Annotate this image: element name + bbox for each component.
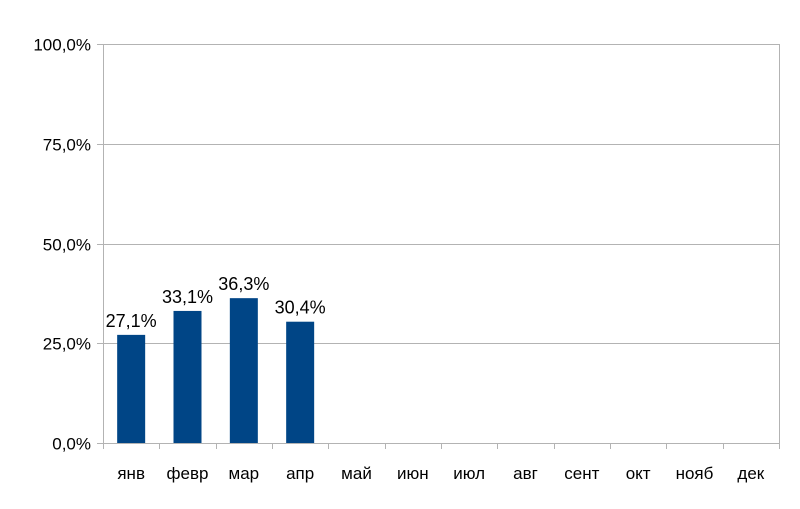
y-tick-label: 50,0% — [43, 236, 91, 255]
x-tick-label: июн — [397, 464, 429, 483]
axes — [103, 44, 780, 449]
x-tick-label: май — [341, 464, 372, 483]
y-tick-label: 25,0% — [43, 335, 91, 354]
x-tick-label: окт — [626, 464, 651, 483]
data-labels: 27,1%33,1%36,3% 30,4% — [106, 274, 326, 331]
data-label: 33,1% — [162, 287, 213, 307]
y-tick-label: 0,0% — [52, 435, 91, 454]
x-tick-labels: янв февр мар апр май июн июл авг сент окт нояб дек — [117, 464, 764, 483]
bar — [286, 321, 315, 443]
y-tick-label: 100,0% — [33, 36, 91, 55]
y-tick-labels: 0,0% 25,0% 50,0% 75,0% 100,0% — [33, 36, 91, 454]
x-tick-label: апр — [286, 464, 314, 483]
bars — [117, 298, 315, 443]
x-tick-label: авг — [513, 464, 538, 483]
bar — [117, 334, 146, 443]
gridlines — [97, 44, 779, 444]
x-tick-label: дек — [737, 464, 764, 483]
y-tick-label: 75,0% — [43, 136, 91, 155]
bar — [173, 310, 202, 443]
bar — [229, 298, 258, 443]
x-tick-label: июл — [453, 464, 485, 483]
x-tick-label: февр — [167, 464, 209, 483]
data-label: 36,3% — [218, 274, 269, 294]
x-tick-label: нояб — [676, 464, 714, 483]
x-tick-label: мар — [229, 464, 260, 483]
x-tick-label: сент — [564, 464, 599, 483]
data-label: 30,4% — [275, 298, 326, 318]
x-tick-label: янв — [117, 464, 145, 483]
data-label: 27,1% — [106, 311, 157, 331]
